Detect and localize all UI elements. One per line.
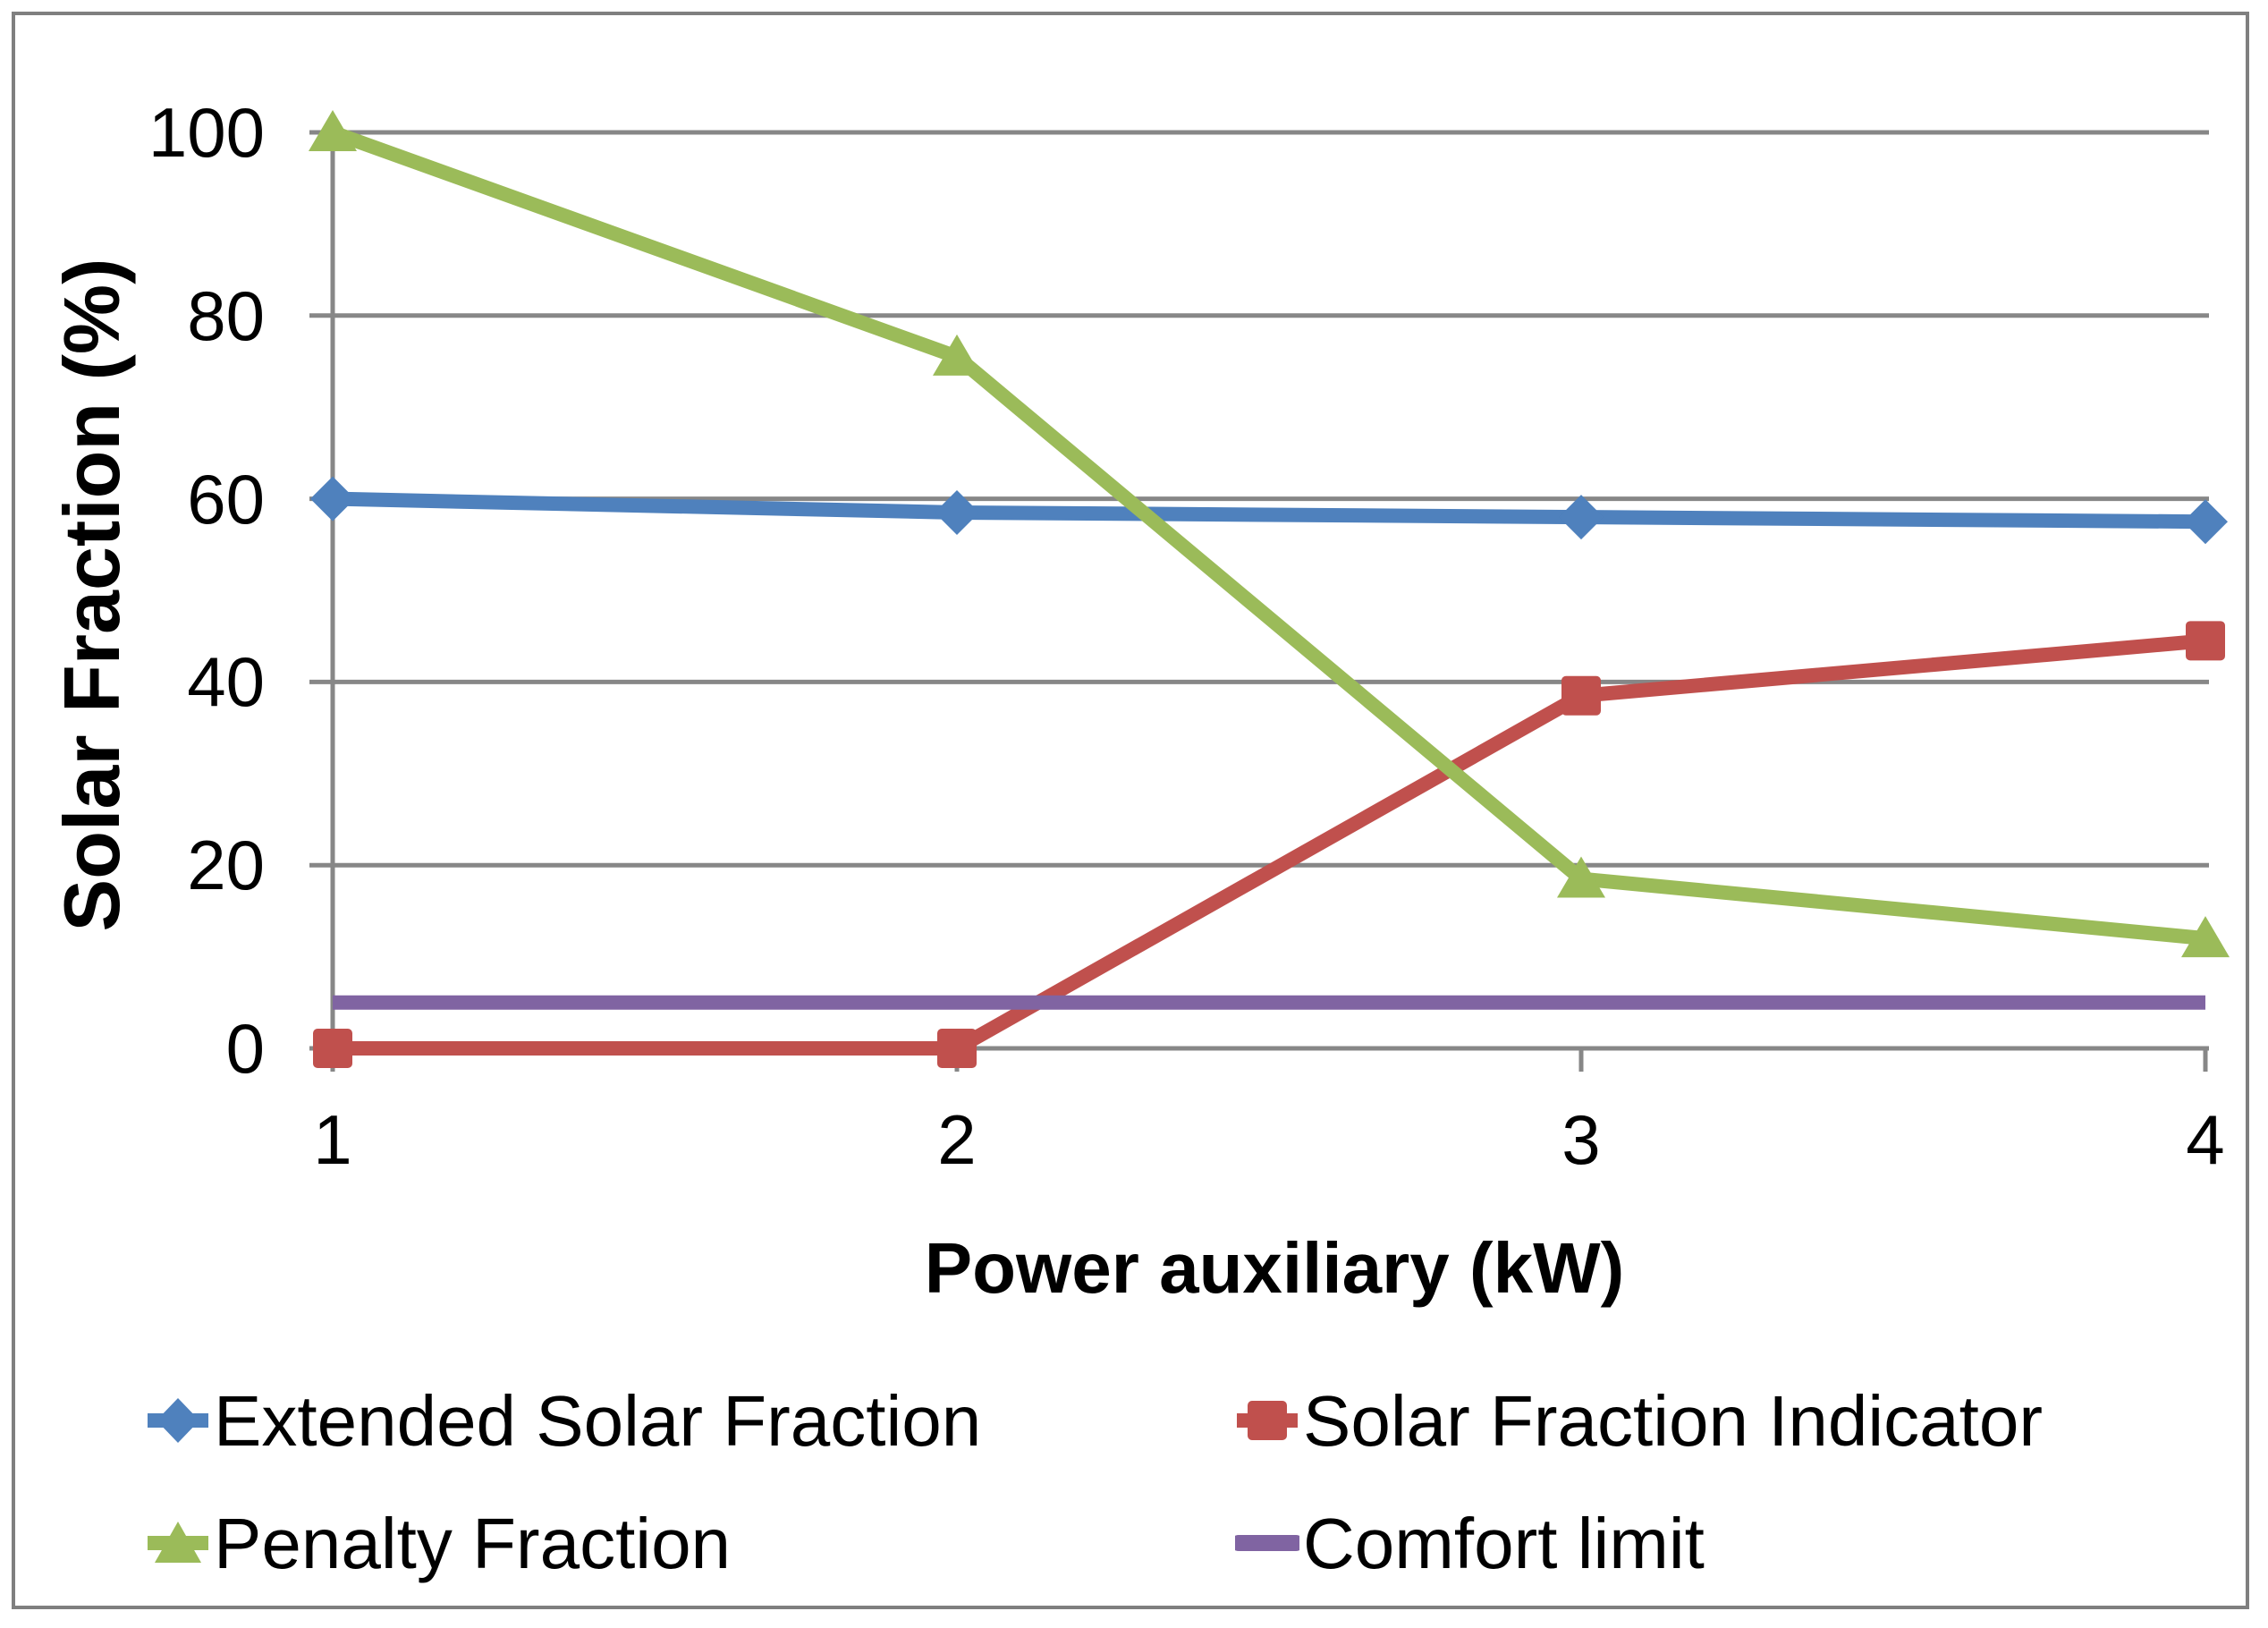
triangle-marker [1557, 856, 1605, 898]
chart-outer-border [12, 12, 2249, 1609]
x-axis-title: Power auxiliary (kW) [924, 1228, 1625, 1308]
x-axis-tick-label: 4 [2186, 1100, 2225, 1179]
diamond-marker [310, 476, 355, 521]
square-marker [2186, 621, 2225, 661]
y-axis-tick-label: 60 [187, 459, 265, 538]
legend-item-penalty-fraction: Penalty Fraction [146, 1501, 731, 1586]
series-line-square [333, 633, 2206, 1056]
series-line-diamond [332, 491, 2206, 530]
y-axis-tick-label: 0 [225, 1009, 265, 1088]
square-marker [1561, 675, 1601, 716]
legend-label: Comfort limit [1303, 1503, 1705, 1583]
legend-item-extended-solar-fraction: Extended Solar Fraction [146, 1378, 981, 1463]
y-axis-tick-label: 20 [187, 826, 265, 905]
x-axis-tick-label: 3 [1561, 1100, 1601, 1179]
series-line-triangle [330, 125, 2206, 946]
legend-key-line-triangle-icon [148, 1522, 208, 1563]
x-axis-tick-label: 2 [937, 1100, 977, 1179]
triangle-marker [933, 334, 981, 376]
legend-key-line-icon [1235, 1535, 1299, 1551]
diamond-marker [935, 489, 979, 535]
legend-label: Penalty Fraction [214, 1503, 732, 1583]
triangle-marker [2181, 916, 2230, 958]
legend-label: Extended Solar Fraction [214, 1380, 982, 1461]
legend-key-line-square-icon [1237, 1401, 1298, 1440]
legend-item-comfort-limit: Comfort limit [1235, 1501, 1705, 1586]
y-axis-tick-label: 80 [187, 276, 265, 355]
y-axis-title: Solar Fraction (%) [47, 258, 136, 932]
diamond-marker [2183, 499, 2228, 545]
legend-item-solar-fraction-indicator: Solar Fraction Indicator [1235, 1378, 2043, 1463]
triangle-marker [309, 110, 357, 151]
square-marker [313, 1029, 352, 1068]
legend-key-line-diamond-icon [148, 1398, 208, 1443]
diamond-marker [1559, 495, 1604, 540]
legend-label: Solar Fraction Indicator [1303, 1380, 2044, 1461]
x-axis-tick-label: 1 [313, 1100, 352, 1179]
square-marker [937, 1029, 977, 1068]
y-axis-tick-label: 40 [187, 642, 265, 722]
y-axis-tick-label: 100 [148, 93, 265, 172]
